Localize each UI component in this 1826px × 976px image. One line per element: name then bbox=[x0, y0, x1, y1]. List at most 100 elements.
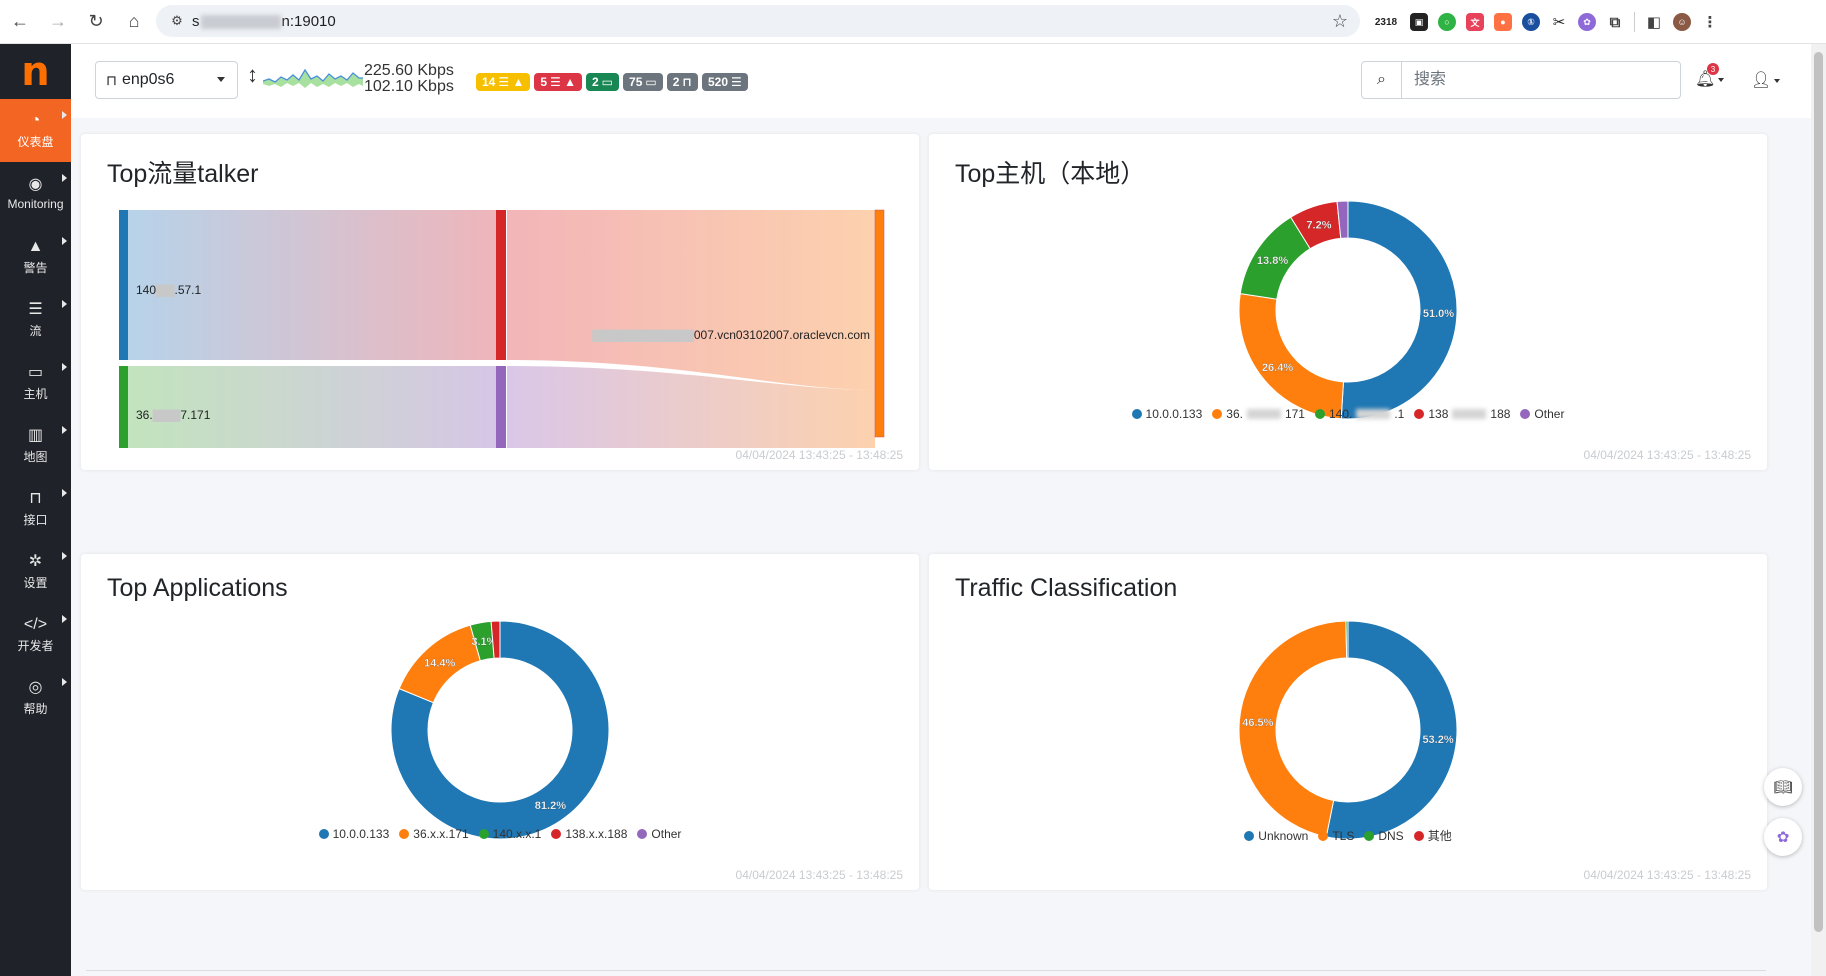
sidebar-item-3[interactable]: ☰ 流 bbox=[0, 288, 71, 351]
donut-data-label: 53.2% bbox=[1422, 734, 1453, 746]
time-range: 04/04/2024 13:43:25 - 13:48:25 bbox=[1583, 868, 1751, 882]
status-badge[interactable]: 75 ▭ bbox=[623, 73, 663, 91]
time-range: 04/04/2024 13:43:25 - 13:48:25 bbox=[735, 448, 903, 462]
sankey-node[interactable] bbox=[874, 209, 885, 438]
url-redacted bbox=[200, 14, 281, 29]
extension-icon[interactable]: ● bbox=[1494, 13, 1512, 31]
ethernet-icon: ⊓ bbox=[29, 489, 42, 507]
legend-item[interactable]: TLS bbox=[1318, 827, 1354, 844]
extension-icon[interactable]: ▣ bbox=[1410, 13, 1428, 31]
sidepanel-icon[interactable]: ◧ bbox=[1646, 14, 1662, 31]
status-badge[interactable]: 5 ☰ ▲ bbox=[534, 73, 582, 91]
sidebar-item-9[interactable]: ◎ 帮助 bbox=[0, 666, 71, 729]
extension-counter[interactable]: 2318 bbox=[1374, 16, 1398, 28]
donut-slice[interactable] bbox=[1345, 620, 1349, 659]
reload-icon[interactable]: ↻ bbox=[88, 11, 104, 31]
time-range: 04/04/2024 13:43:25 - 13:48:25 bbox=[735, 868, 903, 882]
ai-assistant-icon[interactable]: ✿ bbox=[1764, 818, 1802, 856]
monitoring-icon: ◉ bbox=[28, 176, 43, 193]
legend-swatch bbox=[1364, 830, 1375, 841]
sankey-link[interactable] bbox=[123, 210, 500, 360]
brain-icon[interactable]: ✿ bbox=[1578, 13, 1596, 31]
donut-slice[interactable] bbox=[1238, 293, 1345, 420]
site-info-icon[interactable]: ⚙ bbox=[171, 13, 183, 28]
sidebar-item-7[interactable]: ✲ 设置 bbox=[0, 540, 71, 603]
top-hosts-card: Top主机（本地） 51.0% 26.4% 13.8% 7.2% 10.0.0.133… bbox=[929, 134, 1767, 470]
interface-select[interactable]: ⊓ enp0s6 bbox=[95, 61, 238, 99]
extension-icon[interactable]: ① bbox=[1522, 13, 1540, 31]
sidebar-item-4[interactable]: ▭ 主机 bbox=[0, 351, 71, 414]
status-badge[interactable]: 2 ▭ bbox=[585, 73, 620, 91]
profile-avatar[interactable]: ☺ bbox=[1673, 13, 1691, 31]
sidebar-item-5[interactable]: ▥ 地图 bbox=[0, 414, 71, 477]
page-scrollbar[interactable] bbox=[1811, 44, 1826, 976]
sankey-link[interactable] bbox=[507, 210, 875, 390]
legend-item[interactable]: Other bbox=[637, 827, 681, 841]
scissors-icon[interactable]: ✂ bbox=[1552, 14, 1566, 31]
puzzle-icon[interactable]: ⧉ bbox=[1609, 13, 1621, 31]
sankey-label-a: 140▇▇.57.1 bbox=[136, 283, 202, 297]
menu-dots-icon[interactable]: ⋮ bbox=[1702, 14, 1718, 31]
notification-count-badge: 3 bbox=[1707, 63, 1719, 75]
legend-item[interactable]: Other bbox=[1520, 407, 1564, 421]
legend-item[interactable]: 138.x.x.188 bbox=[551, 827, 627, 841]
legend-item[interactable]: 10.0.0.133 bbox=[318, 827, 389, 841]
donut-slice[interactable] bbox=[1325, 620, 1458, 840]
ntopng-logo[interactable]: n bbox=[0, 44, 71, 99]
legend-item[interactable]: 138 188 bbox=[1414, 407, 1510, 421]
legend-item[interactable]: 140. .1 bbox=[1314, 407, 1405, 421]
extension-icon[interactable]: ○ bbox=[1438, 13, 1456, 31]
legend-item[interactable]: DNS bbox=[1364, 827, 1404, 844]
scrollbar-thumb[interactable] bbox=[1814, 52, 1823, 932]
bookmark-star-icon[interactable]: ☆ bbox=[1331, 11, 1348, 31]
search-input[interactable] bbox=[1402, 62, 1672, 98]
sankey-link[interactable] bbox=[123, 366, 500, 448]
sankey-node[interactable] bbox=[496, 210, 506, 360]
back-icon[interactable]: ← bbox=[11, 11, 29, 31]
home-icon[interactable]: ⌂ bbox=[128, 11, 140, 31]
donut-slice[interactable] bbox=[1238, 620, 1348, 838]
traffic-classification-card: Traffic Classification 53.2% 46.5% Unknow… bbox=[929, 554, 1767, 890]
donut-slice[interactable] bbox=[1336, 200, 1349, 239]
sankey-node[interactable] bbox=[119, 210, 128, 360]
reader-mode-icon[interactable]: 📖︎ bbox=[1764, 768, 1802, 806]
donut-data-label: 14.4% bbox=[424, 657, 455, 669]
legend-item[interactable]: 140.x.x.1 bbox=[478, 827, 541, 841]
status-badge[interactable]: 2 ⊓ bbox=[666, 73, 698, 91]
sankey-label-b: 36.▇▇▇7.171 bbox=[136, 408, 211, 422]
legend-item[interactable]: 10.0.0.133 bbox=[1131, 407, 1202, 421]
sankey-node[interactable] bbox=[496, 366, 506, 448]
legend-item[interactable]: Unknown bbox=[1244, 827, 1308, 844]
donut-data-label: 51.0% bbox=[1423, 308, 1454, 320]
sidebar-item-0[interactable]: ◔ 仪表盘 bbox=[0, 99, 71, 162]
status-badge[interactable]: 14 ☰ ▲ bbox=[476, 73, 531, 91]
traffic-sparkline[interactable] bbox=[263, 64, 363, 94]
bell-icon[interactable]: 🔔︎ bbox=[1695, 69, 1725, 89]
status-badge[interactable]: 520 ☰ bbox=[701, 73, 748, 91]
sidebar-item-label: 流 bbox=[29, 323, 42, 338]
sidebar-item-6[interactable]: ⊓ 接口 bbox=[0, 477, 71, 540]
lifebuoy-icon: ◎ bbox=[28, 678, 43, 696]
donut-slice[interactable] bbox=[490, 620, 501, 659]
sidebar-item-1[interactable]: ◉ Monitoring bbox=[0, 162, 71, 225]
caret-right-icon bbox=[62, 363, 67, 371]
url-text: s n:19010 bbox=[192, 13, 336, 30]
extension-icon[interactable]: 文 bbox=[1466, 13, 1484, 31]
user-menu-icon[interactable]: 👤︎ bbox=[1751, 70, 1781, 90]
address-bar[interactable]: ⚙ s n:19010 ☆ bbox=[156, 5, 1360, 37]
forward-icon[interactable]: → bbox=[49, 11, 67, 31]
legend-item[interactable]: 其他 bbox=[1413, 827, 1452, 844]
donut-slice[interactable] bbox=[390, 620, 610, 840]
sidebar-item-8[interactable]: </> 开发者 bbox=[0, 603, 71, 666]
legend-item[interactable]: 36. 171 bbox=[1212, 407, 1305, 421]
legend-item[interactable]: 36.x.x.171 bbox=[399, 827, 469, 841]
sankey-node[interactable] bbox=[119, 366, 128, 448]
legend-label-suffix: .1 bbox=[1394, 407, 1405, 421]
card-title: Top流量talker bbox=[107, 160, 259, 188]
sankey-link[interactable] bbox=[507, 366, 875, 448]
caret-right-icon bbox=[62, 426, 67, 434]
search-icon[interactable]: ⌕ bbox=[1362, 62, 1402, 98]
sidebar-item-2[interactable]: ▲ 警告 bbox=[0, 225, 71, 288]
legend-label: Other bbox=[651, 827, 682, 841]
divider bbox=[86, 970, 1766, 971]
